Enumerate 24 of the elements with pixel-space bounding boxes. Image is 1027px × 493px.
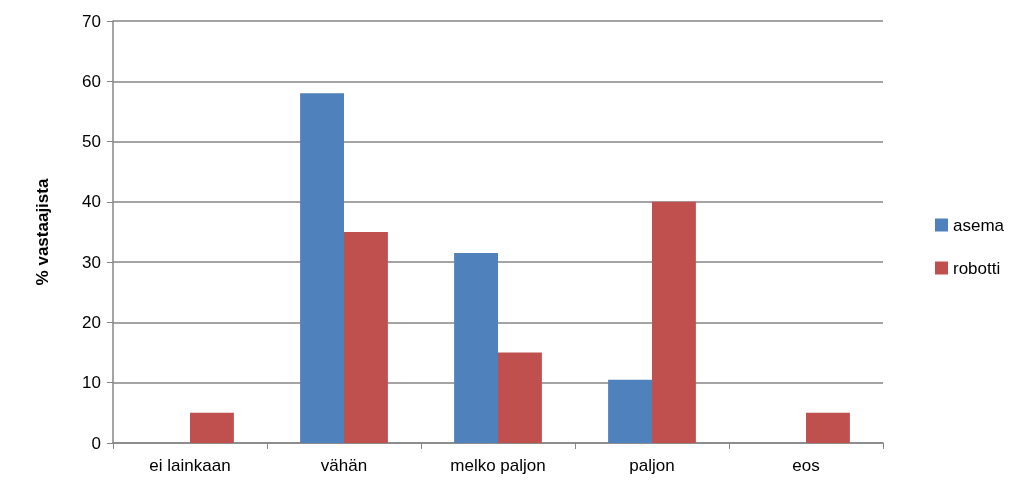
y-tick-label: 40 (82, 192, 101, 212)
bar (190, 412, 234, 443)
legend-label: asema (952, 215, 1005, 235)
x-tick-label: ei lainkaan (149, 456, 231, 475)
y-axis-title: % vastaajista (33, 178, 52, 286)
x-tick-label: vähän (320, 456, 368, 475)
y-tick-label: 60 (82, 71, 101, 91)
y-tick-label: 70 (82, 11, 101, 31)
bar (806, 412, 850, 443)
x-tick-label: paljon (629, 456, 675, 475)
bar (344, 232, 388, 443)
y-tick-label: 30 (82, 252, 101, 272)
bar (608, 379, 652, 443)
bar (652, 201, 696, 443)
y-tick-label: 50 (82, 132, 101, 152)
bar (454, 253, 498, 443)
x-tick-label: melko paljon (450, 456, 546, 475)
x-tick-label: eos (792, 456, 820, 475)
legend-label: robotti (952, 258, 1001, 278)
y-tick-label: 20 (82, 312, 101, 332)
y-tick-label: 10 (82, 373, 101, 393)
bar (300, 93, 344, 443)
y-tick-label: 0 (91, 433, 101, 453)
bar (498, 352, 542, 443)
